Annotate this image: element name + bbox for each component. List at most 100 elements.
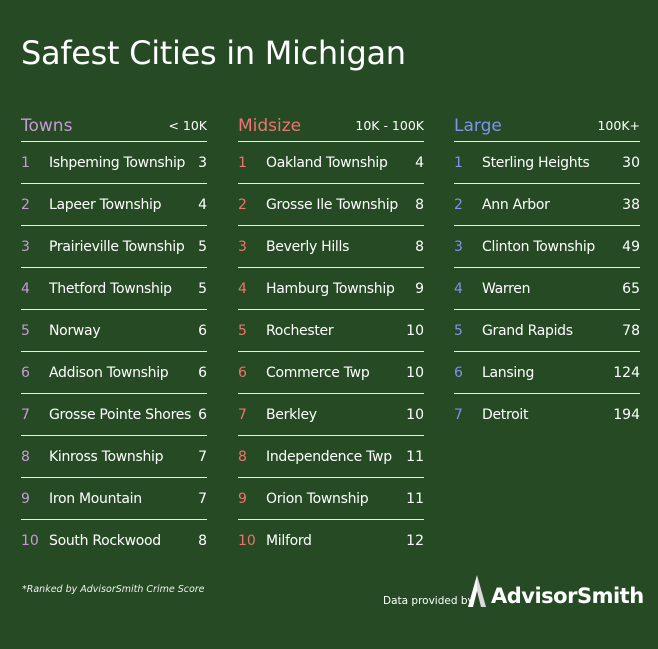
city-name: Hamburg Township bbox=[266, 280, 395, 297]
rank-number: 1 bbox=[238, 154, 247, 171]
crime-score: 6 bbox=[198, 322, 207, 339]
rank-number: 1 bbox=[21, 154, 30, 171]
table-row: 7 Berkley 10 bbox=[238, 394, 424, 436]
rank-number: 7 bbox=[21, 406, 30, 423]
rank-number: 3 bbox=[21, 238, 30, 255]
rank-number: 7 bbox=[454, 407, 463, 423]
column-range: < 10K bbox=[168, 118, 207, 133]
table-row: 5 Rochester 10 bbox=[238, 310, 424, 352]
city-name: Lansing bbox=[482, 364, 535, 381]
rank-number: 5 bbox=[21, 322, 30, 339]
crime-score: 10 bbox=[406, 322, 424, 339]
city-name: Ishpeming Township bbox=[49, 154, 186, 171]
crime-score: 38 bbox=[622, 196, 640, 213]
crime-score: 49 bbox=[622, 238, 640, 255]
rank-number: 5 bbox=[454, 322, 463, 339]
table-row: 8 Independence Twp 11 bbox=[238, 436, 424, 478]
city-name: Prairieville Township bbox=[49, 238, 185, 255]
table-row: 4 Thetford Township 5 bbox=[21, 268, 207, 310]
rank-number: 3 bbox=[454, 238, 463, 255]
crime-score: 12 bbox=[406, 533, 424, 549]
crime-score: 10 bbox=[406, 406, 424, 423]
rank-number: 6 bbox=[454, 364, 463, 381]
crime-score: 5 bbox=[198, 238, 207, 255]
large-column: Large 100K+ 1 Sterling Heights 30 2 Ann Arbor 3… bbox=[454, 110, 640, 436]
column-name: Midsize bbox=[238, 115, 302, 136]
rank-number: 5 bbox=[238, 322, 247, 339]
rank-number: 2 bbox=[21, 196, 30, 213]
rank-number: 2 bbox=[454, 196, 463, 213]
rank-number: 8 bbox=[238, 448, 247, 465]
towns-header: Towns < 10K bbox=[21, 110, 207, 142]
crime-score: 8 bbox=[415, 238, 424, 255]
city-name: Grand Rapids bbox=[482, 322, 573, 339]
rank-number: 1 bbox=[454, 154, 463, 171]
table-row: 1 Ishpeming Township 3 bbox=[21, 142, 207, 184]
city-name: Grosse Pointe Shores bbox=[49, 406, 192, 423]
rank-number: 3 bbox=[238, 238, 247, 255]
crime-score: 11 bbox=[406, 490, 424, 507]
crime-score: 7 bbox=[198, 448, 207, 465]
city-name: Berkley bbox=[266, 406, 317, 423]
city-name: Orion Township bbox=[266, 490, 369, 507]
table-row: 1 Sterling Heights 30 bbox=[454, 142, 640, 184]
table-row: 8 Kinross Township 7 bbox=[21, 436, 207, 478]
city-name: South Rockwood bbox=[49, 533, 161, 549]
crime-score: 78 bbox=[622, 322, 640, 339]
rank-number: 2 bbox=[238, 196, 247, 213]
table-row: 9 Orion Township 11 bbox=[238, 478, 424, 520]
table-row: 3 Prairieville Township 5 bbox=[21, 226, 207, 268]
table-row: 5 Grand Rapids 78 bbox=[454, 310, 640, 352]
city-name: Beverly Hills bbox=[266, 238, 350, 255]
rank-number: 9 bbox=[238, 490, 247, 507]
crime-score: 7 bbox=[198, 490, 207, 507]
crime-score: 6 bbox=[198, 406, 207, 423]
table-row: 10 South Rockwood 8 bbox=[21, 520, 207, 562]
rank-number: 6 bbox=[238, 364, 247, 381]
city-name: Grosse Ile Township bbox=[266, 196, 398, 213]
crime-score: 124 bbox=[613, 364, 640, 381]
rank-number: 4 bbox=[238, 280, 247, 297]
advisorsmith-logo-icon bbox=[468, 575, 486, 607]
city-name: Detroit bbox=[482, 407, 529, 423]
crime-score: 11 bbox=[406, 448, 424, 465]
crime-score: 9 bbox=[415, 280, 424, 297]
city-name: Sterling Heights bbox=[482, 154, 590, 171]
table-row: 9 Iron Mountain 7 bbox=[21, 478, 207, 520]
table-row: 2 Lapeer Township 4 bbox=[21, 184, 207, 226]
crime-score: 8 bbox=[198, 533, 207, 549]
city-name: Oakland Township bbox=[266, 154, 388, 171]
rank-number: 9 bbox=[21, 490, 30, 507]
column-range: 10K - 100K bbox=[355, 118, 424, 133]
crime-score: 65 bbox=[622, 280, 640, 297]
table-row: 7 Detroit 194 bbox=[454, 394, 640, 436]
crime-score: 10 bbox=[406, 364, 424, 381]
table-row: 6 Addison Township 6 bbox=[21, 352, 207, 394]
crime-score: 6 bbox=[198, 364, 207, 381]
midsize-header: Midsize 10K - 100K bbox=[238, 110, 424, 142]
city-name: Lapeer Township bbox=[49, 196, 162, 213]
crime-score: 8 bbox=[415, 196, 424, 213]
table-row: 10 Milford 12 bbox=[238, 520, 424, 562]
crime-score: 3 bbox=[198, 154, 207, 171]
city-name: Addison Township bbox=[49, 364, 169, 381]
city-name: Milford bbox=[266, 533, 312, 549]
advisorsmith-logo: AdvisorSmith bbox=[465, 574, 644, 608]
data-provided-label: Data provided by bbox=[383, 595, 474, 607]
city-name: Commerce Twp bbox=[266, 364, 370, 381]
rank-number: 10 bbox=[21, 533, 39, 549]
midsize-column: Midsize 10K - 100K 1 Oakland Township 4 2 Gros… bbox=[238, 110, 424, 562]
footnote: *Ranked by AdvisorSmith Crime Score bbox=[22, 584, 205, 595]
towns-column: Towns < 10K 1 Ishpeming Township 3 2 Lapeer To… bbox=[21, 110, 207, 562]
column-range: 100K+ bbox=[597, 118, 640, 133]
rank-number: 7 bbox=[238, 406, 247, 423]
column-name: Towns bbox=[21, 115, 73, 136]
crime-score: 4 bbox=[415, 154, 424, 171]
city-name: Clinton Township bbox=[482, 238, 596, 255]
city-name: Thetford Township bbox=[49, 280, 172, 297]
crime-score: 30 bbox=[622, 154, 640, 171]
crime-score: 5 bbox=[198, 280, 207, 297]
table-row: 7 Grosse Pointe Shores 6 bbox=[21, 394, 207, 436]
table-row: 4 Warren 65 bbox=[454, 268, 640, 310]
rank-number: 4 bbox=[21, 280, 30, 297]
